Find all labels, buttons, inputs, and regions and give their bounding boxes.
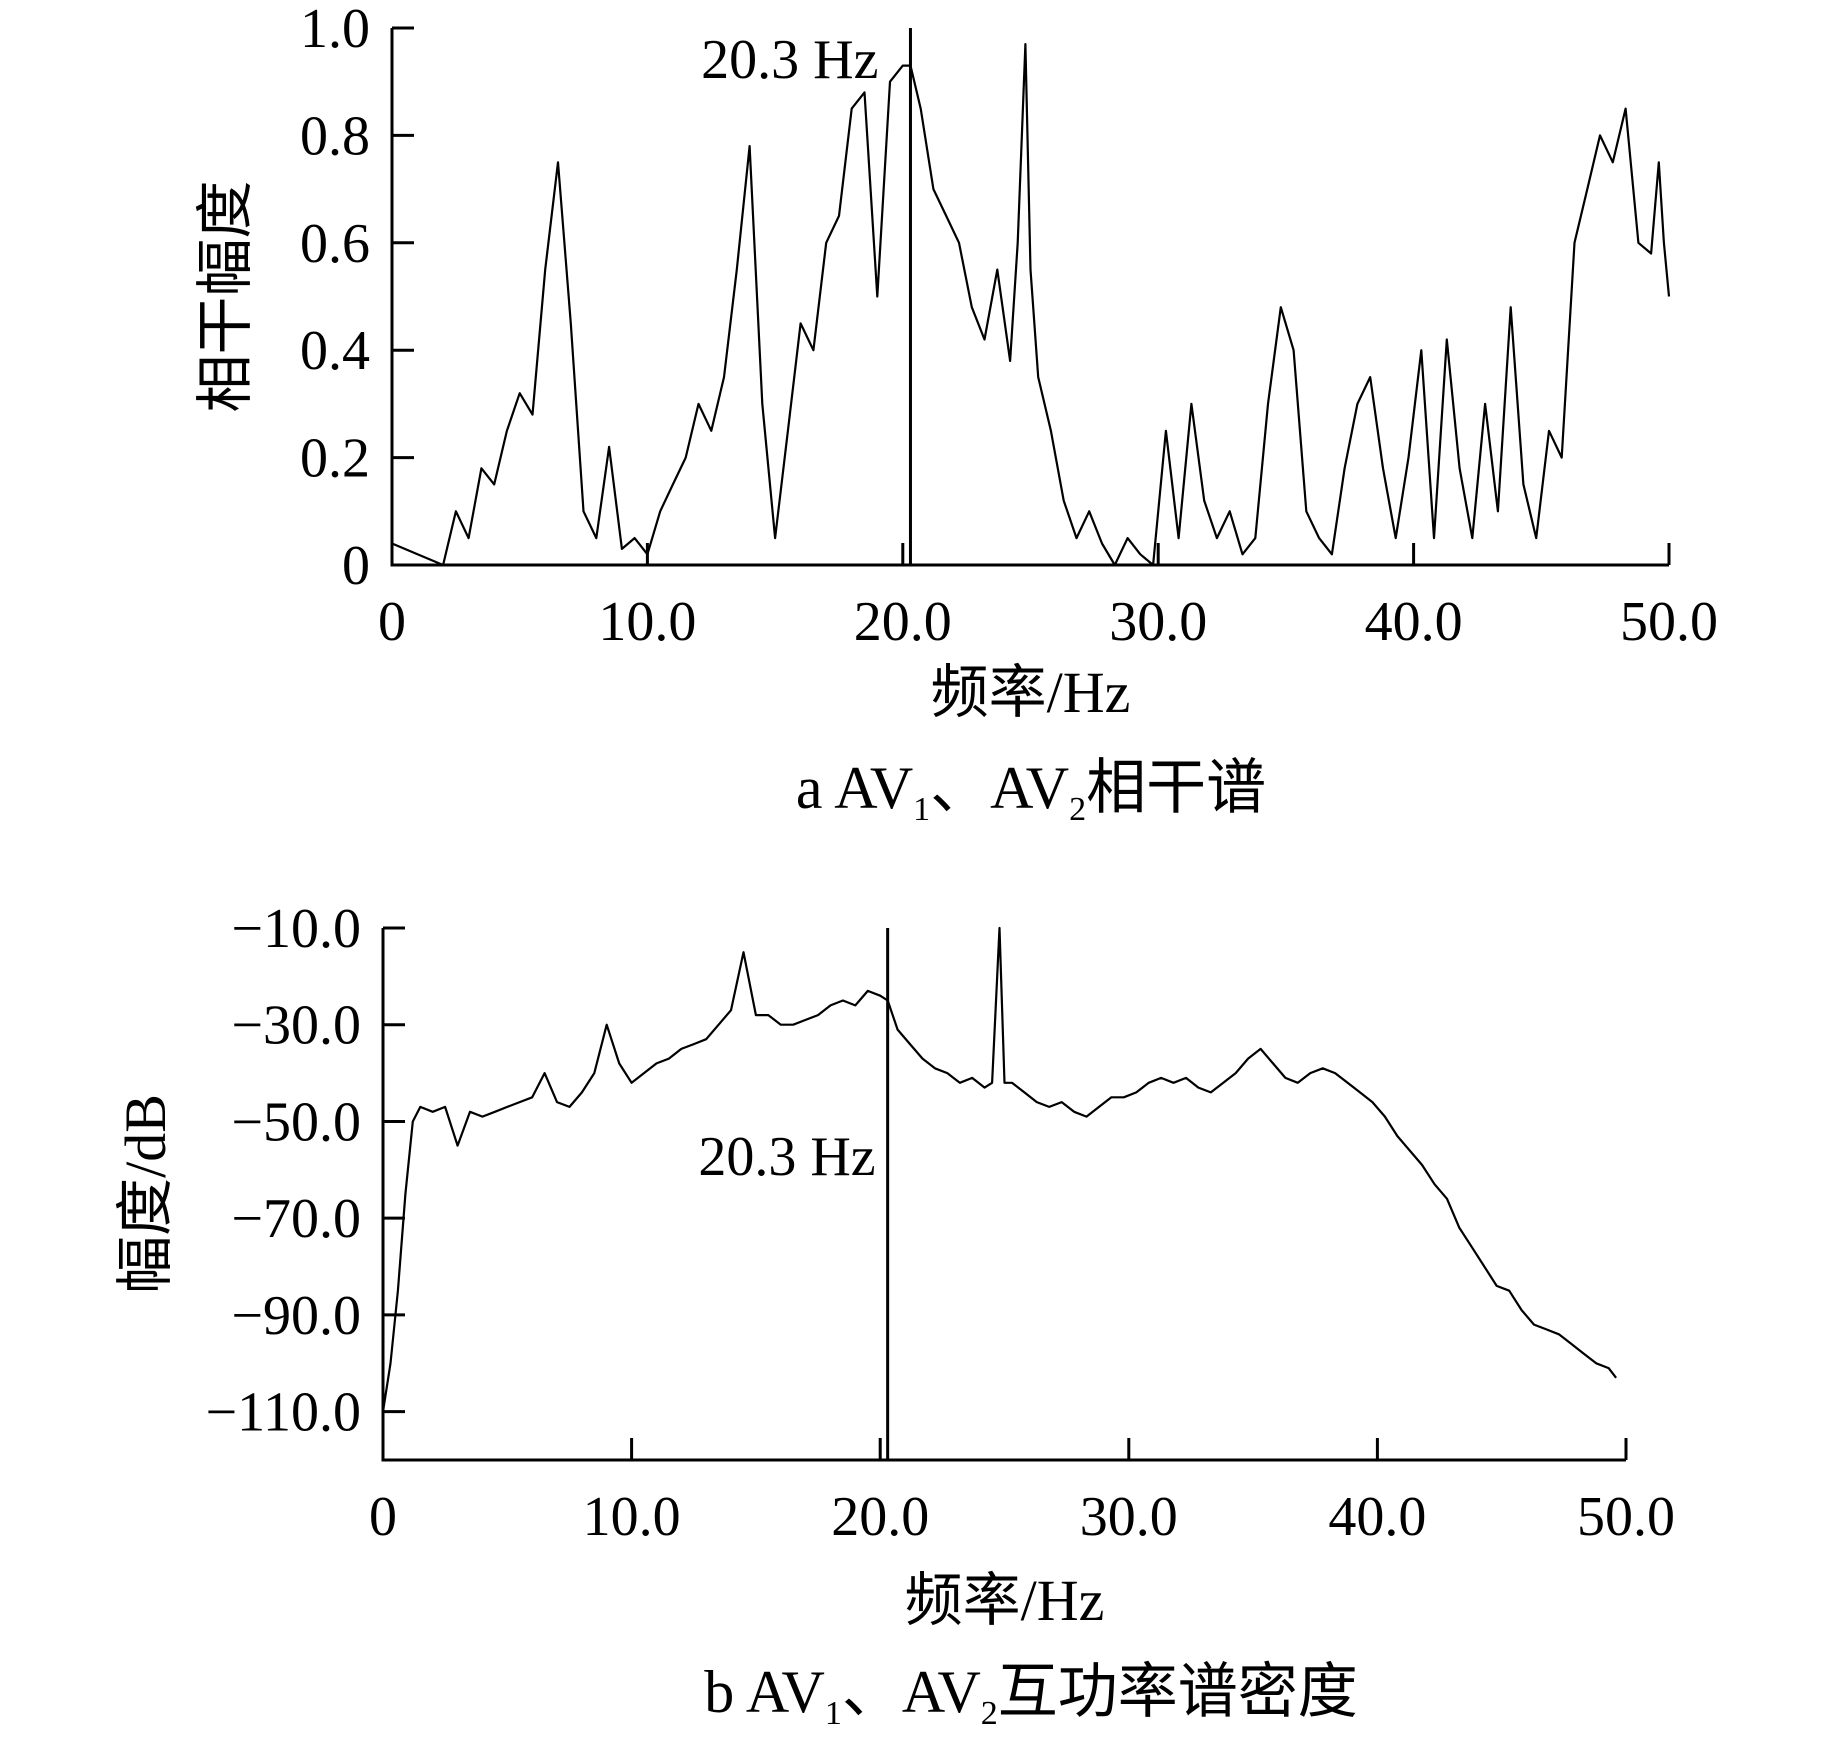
panel-a-caption-suffix: 相干谱 xyxy=(1086,755,1266,821)
panel-a-y-tick-label: 0.4 xyxy=(300,320,370,382)
panel-b-caption-suffix: 互功率谱密度 xyxy=(998,1659,1358,1725)
panel-a-y-tick-label: 1.0 xyxy=(300,0,370,60)
panel-b-cross-psd-chart: 0 10.0 20.0 30.0 40.0 50.0 −110.0 −90.0 −70.0 −50… xyxy=(113,898,1675,1732)
panel-b-x-tick-label: 0 xyxy=(369,1486,397,1548)
panel-b-y-tick-label: −10.0 xyxy=(231,898,361,960)
panel-b-caption-mid: 、AV xyxy=(842,1659,981,1725)
panel-b-y-tick-label: −90.0 xyxy=(231,1285,361,1347)
panel-a-x-tick-label: 10.0 xyxy=(598,591,696,653)
panel-b-y-tick-label: −110.0 xyxy=(205,1382,361,1444)
panel-a-series-line xyxy=(391,43,1671,567)
panel-b-y-tick-label: −30.0 xyxy=(231,995,361,1057)
panel-b-x-tick-label: 20.0 xyxy=(831,1486,929,1548)
panel-a-caption-prefix: a AV xyxy=(796,755,913,821)
panel-b-x-tick-label: 40.0 xyxy=(1328,1486,1426,1548)
panel-a-x-tick-label: 30.0 xyxy=(1109,591,1207,653)
panel-b-x-axis-title: 频率/Hz xyxy=(905,1568,1105,1633)
panel-b-caption-sub2: 2 xyxy=(981,1695,998,1732)
panel-a-x-tick-label: 40.0 xyxy=(1365,591,1463,653)
panel-a-ticks: 0 10.0 20.0 30.0 40.0 50.0 0 0.2 0.4 0.6 0.8 1.0 xyxy=(300,0,1718,653)
panel-a-caption: a AV1、AV2相干谱 xyxy=(796,755,1266,828)
panel-b-axes xyxy=(381,928,1626,1462)
panel-b-y-tick-label: −50.0 xyxy=(231,1091,361,1153)
panel-a-y-tick-label: 0.6 xyxy=(300,213,370,275)
panel-a-caption-mid: 、AV xyxy=(930,755,1069,821)
panel-b-series-line xyxy=(381,926,1617,1412)
panel-a-caption-sub2: 2 xyxy=(1069,791,1086,828)
panel-b-marker-label: 20.3 Hz xyxy=(698,1126,875,1188)
panel-a-x-tick-label: 0 xyxy=(378,591,406,653)
panel-a-coherence-chart: 0 10.0 20.0 30.0 40.0 50.000.20.40.60.81.0 20… xyxy=(193,0,1718,828)
panel-a-y-axis-title: 相干幅度 xyxy=(193,180,258,412)
panel-b-caption: b AV1、AV2互功率谱密度 xyxy=(704,1659,1358,1732)
panel-b-x-tick-label: 50.0 xyxy=(1577,1486,1675,1548)
panel-b-x-tick-label: 30.0 xyxy=(1080,1486,1178,1548)
panel-a-caption-sub1: 1 xyxy=(913,791,930,828)
panel-a-y-tick-label: 0.2 xyxy=(300,428,370,490)
panel-b-ticks: 0 10.0 20.0 30.0 40.0 50.0 −110.0 −90.0 −70.0 −50… xyxy=(205,898,1675,1548)
panel-b-y-axis-title: 幅度/dB xyxy=(113,1094,178,1294)
panel-a-y-tick-label: 0.8 xyxy=(300,105,370,167)
panel-a-x-tick-label: 20.0 xyxy=(854,591,952,653)
panel-a-marker-label: 20.3 Hz xyxy=(701,29,878,91)
panel-a-x-tick-label: 50.0 xyxy=(1620,591,1718,653)
panel-a-y-tick-label: 0 xyxy=(342,535,370,597)
panel-b-caption-prefix: b AV xyxy=(704,1659,825,1725)
panel-a-x-axis-title: 频率/Hz xyxy=(931,660,1131,725)
panel-b-caption-sub1: 1 xyxy=(825,1695,842,1732)
panel-b-y-tick-label: −70.0 xyxy=(231,1188,361,1250)
panel-b-x-tick-label: 10.0 xyxy=(583,1486,681,1548)
